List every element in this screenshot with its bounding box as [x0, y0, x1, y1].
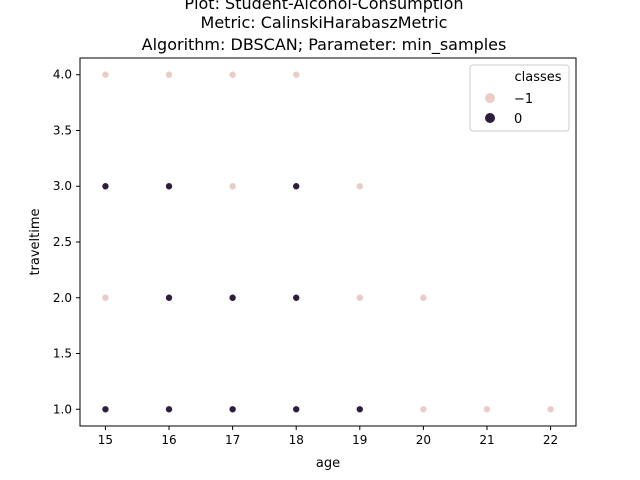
title-line-2: Metric: CalinskiHarabaszMetric — [201, 13, 448, 32]
data-point — [419, 405, 428, 414]
data-point — [101, 70, 110, 79]
y-tick-label: 2.5 — [53, 235, 72, 249]
legend-marker-neg1 — [485, 93, 495, 103]
data-point — [292, 70, 301, 79]
data-point — [228, 405, 237, 414]
x-tick-label: 16 — [161, 433, 176, 447]
data-point — [228, 70, 237, 79]
chart-title: Plot: Student-Alcohol-Consumption Metric… — [142, 0, 507, 55]
data-point — [165, 405, 173, 414]
y-tick-label: 3.0 — [53, 179, 72, 193]
y-tick-label: 4.0 — [53, 68, 72, 82]
x-axis-ticks: 15 16 17 18 19 20 21 22 — [98, 426, 558, 447]
data-point — [292, 182, 301, 191]
data-point — [419, 293, 428, 302]
data-point — [101, 182, 110, 191]
x-tick-label: 20 — [416, 433, 431, 447]
x-tick-label: 22 — [543, 433, 558, 447]
y-tick-label: 1.5 — [53, 347, 72, 361]
legend-box — [469, 64, 570, 132]
y-axis-ticks: 1.0 1.5 2.0 2.5 3.0 3.5 4.0 — [53, 68, 80, 416]
data-point — [355, 293, 364, 302]
legend: classes −1 0 — [469, 64, 570, 132]
legend-marker-0 — [485, 113, 495, 123]
title-line-1: Plot: Student-Alcohol-Consumption — [184, 0, 463, 13]
y-tick-label: 3.5 — [53, 123, 72, 137]
legend-label-0: 0 — [514, 112, 522, 127]
data-point — [165, 182, 173, 191]
x-tick-label: 15 — [98, 433, 113, 447]
y-tick-label: 1.0 — [53, 402, 72, 416]
data-point — [165, 70, 173, 79]
x-tick-label: 18 — [289, 433, 304, 447]
x-tick-label: 17 — [225, 433, 240, 447]
x-tick-label: 21 — [479, 433, 494, 447]
x-tick-label: 19 — [352, 433, 367, 447]
data-point — [355, 405, 364, 414]
data-point — [355, 182, 364, 191]
data-point — [546, 405, 555, 414]
data-point — [101, 293, 110, 302]
data-point — [228, 182, 237, 191]
data-point — [292, 293, 301, 302]
legend-title: classes — [514, 70, 561, 85]
data-point — [292, 405, 301, 414]
y-tick-label: 2.0 — [53, 291, 72, 305]
y-axis-label: traveltime — [28, 208, 43, 275]
data-point — [483, 405, 491, 414]
data-point — [165, 293, 173, 302]
title-line-3: Algorithm: DBSCAN; Parameter: min_sample… — [142, 35, 507, 55]
x-axis-label: age — [316, 456, 340, 471]
points-layer — [101, 70, 555, 414]
data-point — [101, 405, 110, 414]
legend-label-neg1: −1 — [514, 92, 533, 107]
data-point — [228, 293, 237, 302]
